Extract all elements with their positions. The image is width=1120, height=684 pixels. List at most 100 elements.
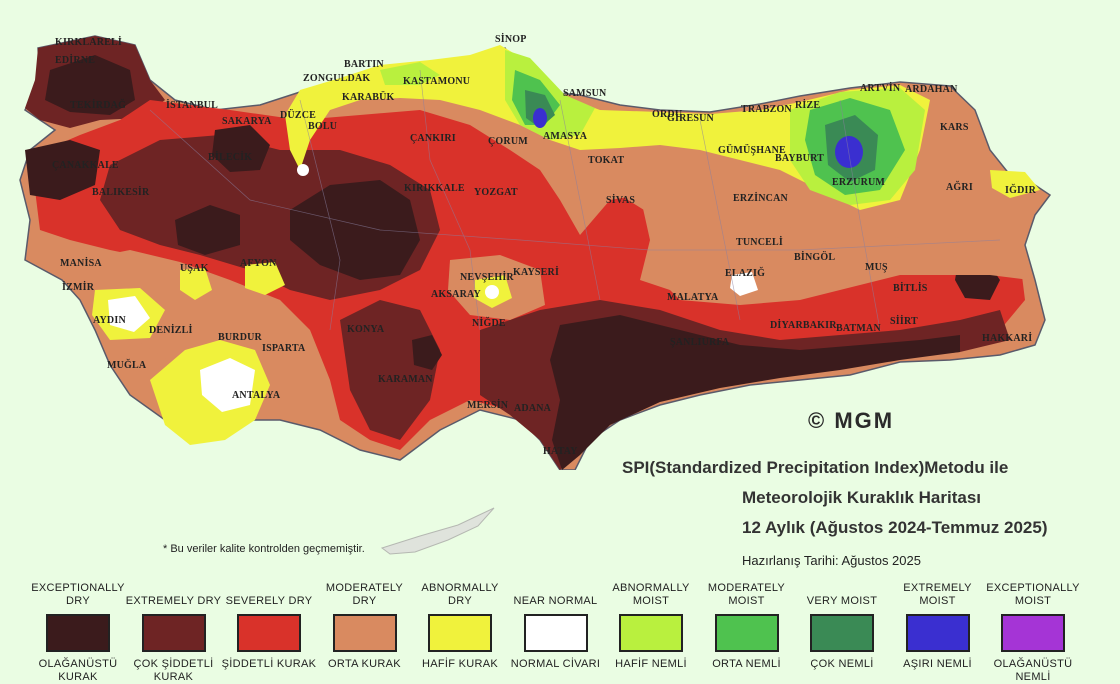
city-label: AYDIN [93, 315, 126, 326]
city-label: KIRIKKALE [404, 183, 465, 194]
city-label: TOKAT [588, 155, 625, 166]
exceptional-core-marmara [25, 140, 100, 200]
city-label: GİRESUN [667, 113, 714, 124]
city-label: BİLECİK [208, 152, 253, 163]
city-label: DENİZLİ [149, 325, 193, 336]
legend-label-tr: ÇOK ŞİDDETLİ KURAK [133, 658, 214, 683]
city-label: EDİRNE [55, 55, 96, 66]
city-label: BİNGÖL [794, 252, 836, 263]
city-label: KAYSERİ [513, 267, 560, 278]
city-label: İSTANBUL [166, 100, 218, 111]
exceptional-core-central [290, 180, 420, 280]
city-label: YOZGAT [474, 187, 518, 198]
legend-label-tr: AŞIRI NEMLİ [903, 658, 972, 670]
city-label: TRABZON [741, 104, 792, 115]
abnormally-moist-bartin [380, 62, 440, 85]
city-label: ARDAHAN [905, 84, 958, 95]
city-label: ÇANAKKALE [52, 160, 119, 171]
legend-label-tr: NORMAL CİVARI [510, 658, 601, 670]
city-label: SİİRT [890, 316, 918, 327]
exceptional-core-bilecik [175, 205, 240, 255]
legend-swatch [1001, 614, 1065, 652]
city-label: KASTAMONU [403, 76, 471, 87]
legend-item: EXTREMELY MOIST AŞIRI NEMLİ [890, 580, 986, 671]
legend-label-tr: HAFİF KURAK [421, 658, 499, 670]
exceptional-core-bolu [212, 125, 270, 172]
mgm-watermark: © MGM [808, 408, 895, 433]
legend-label-en: EXTREMELY DRY [125, 595, 222, 607]
near-normal-antalya [200, 358, 255, 412]
city-label: BİTLİS [893, 283, 928, 294]
legend-label-tr: ORTA NEMLİ [712, 658, 781, 670]
extreme-zone-central [340, 300, 440, 440]
city-label: BALIKESİR [92, 187, 150, 198]
city-label: UŞAK [180, 263, 209, 274]
city-label: BURDUR [218, 332, 262, 343]
abnormally-dry-usak [180, 268, 212, 300]
exceptional-core-thrace [45, 55, 135, 115]
city-label: DİYARBAKIR [770, 320, 837, 331]
city-label: BAYBURT [775, 153, 825, 164]
legend-label-tr: OLAĞANÜSTÜ NEMLİ [993, 658, 1073, 683]
legend-label-en: ABNORMALLY DRY [421, 582, 499, 607]
city-label: ŞANLIURFA [670, 337, 730, 348]
city-label: ÇORUM [488, 136, 528, 147]
legend-item: EXCEPTIONALLY MOIST OLAĞANÜSTÜ NEMLİ [985, 580, 1081, 684]
city-label: ISPARTA [262, 343, 306, 354]
province-borders [149, 69, 1001, 331]
near-normal-nevsehir [485, 285, 499, 299]
legend-label-tr: ÇOK NEMLİ [810, 658, 874, 670]
legend-item: SEVERELY DRY ŞİDDETLİ KURAK [221, 580, 317, 671]
city-label: NEVŞEHİR [460, 272, 514, 283]
prepared-date: Hazırlanış Tarihi: Ağustos 2025 [742, 553, 921, 568]
near-normal-aydin [108, 296, 150, 332]
legend-swatch [810, 614, 874, 652]
legend-item: NEAR NORMAL NORMAL CİVARI [508, 580, 604, 671]
city-label: GÜMÜŞHANE [718, 145, 786, 156]
legend-swatch [905, 614, 970, 652]
city-label: HAKKARİ [982, 333, 1033, 344]
city-label: ORDU [652, 109, 683, 120]
legend-swatch [714, 614, 779, 652]
legend-swatch [237, 614, 301, 652]
city-label: NİĞDE [472, 318, 506, 329]
title-line-1: SPI(Standardized Precipitation Index)Met… [622, 458, 1009, 477]
city-label: AKSARAY [431, 289, 481, 300]
city-label: ERZURUM [832, 177, 886, 188]
city-label: BARTIN [344, 59, 384, 70]
legend-item: MODERATELY DRY ORTA KURAK [317, 580, 413, 671]
city-label: SİVAS [606, 195, 636, 206]
city-label: KARS [940, 122, 969, 133]
legend-label-en: EXCEPTIONALLY DRY [31, 582, 125, 607]
legend-item: EXCEPTIONALLY DRY OLAĞANÜSTÜ KURAK [30, 580, 126, 684]
extremely-moist-samsun [533, 108, 547, 128]
city-label: MALATYA [667, 292, 719, 303]
city-label: KARABÜK [342, 92, 395, 103]
legend-swatch [523, 614, 588, 652]
legend-label-en: VERY MOIST [806, 595, 878, 607]
legend-label-tr: HAFİF NEMLİ [615, 658, 687, 670]
city-label: ELAZIĞ [725, 268, 766, 279]
city-label: AMASYA [543, 131, 588, 142]
city-label: BATMAN [836, 323, 881, 334]
city-label: IĞDIR [1005, 185, 1037, 196]
near-normal-duzce [297, 164, 309, 176]
city-label: SAMSUN [563, 88, 607, 99]
legend-label-en: EXTREMELY MOIST [903, 582, 972, 607]
city-label: KIRKLARELİ [55, 37, 123, 48]
legend-item: ABNORMALLY DRY HAFİF KURAK [412, 580, 508, 671]
city-label: HATAY [543, 446, 578, 457]
city-label: TEKİRDAĞ [70, 100, 127, 111]
legend-swatch [619, 614, 683, 652]
legend-item: VERY MOIST ÇOK NEMLİ [794, 580, 890, 671]
city-label: MANİSA [60, 258, 102, 269]
title-line-2: Meteorolojik Kuraklık Haritası [742, 488, 982, 507]
city-label: KONYA [347, 324, 385, 335]
city-label: SAKARYA [222, 116, 272, 127]
city-label: TUNCELİ [736, 237, 783, 248]
legend-label-tr: ŞİDDETLİ KURAK [221, 658, 317, 670]
city-label: ADANA [514, 403, 552, 414]
moderate-zone-east [590, 140, 1030, 305]
legend-swatch [46, 614, 110, 652]
city-label: ZONGULDAK [303, 73, 371, 84]
